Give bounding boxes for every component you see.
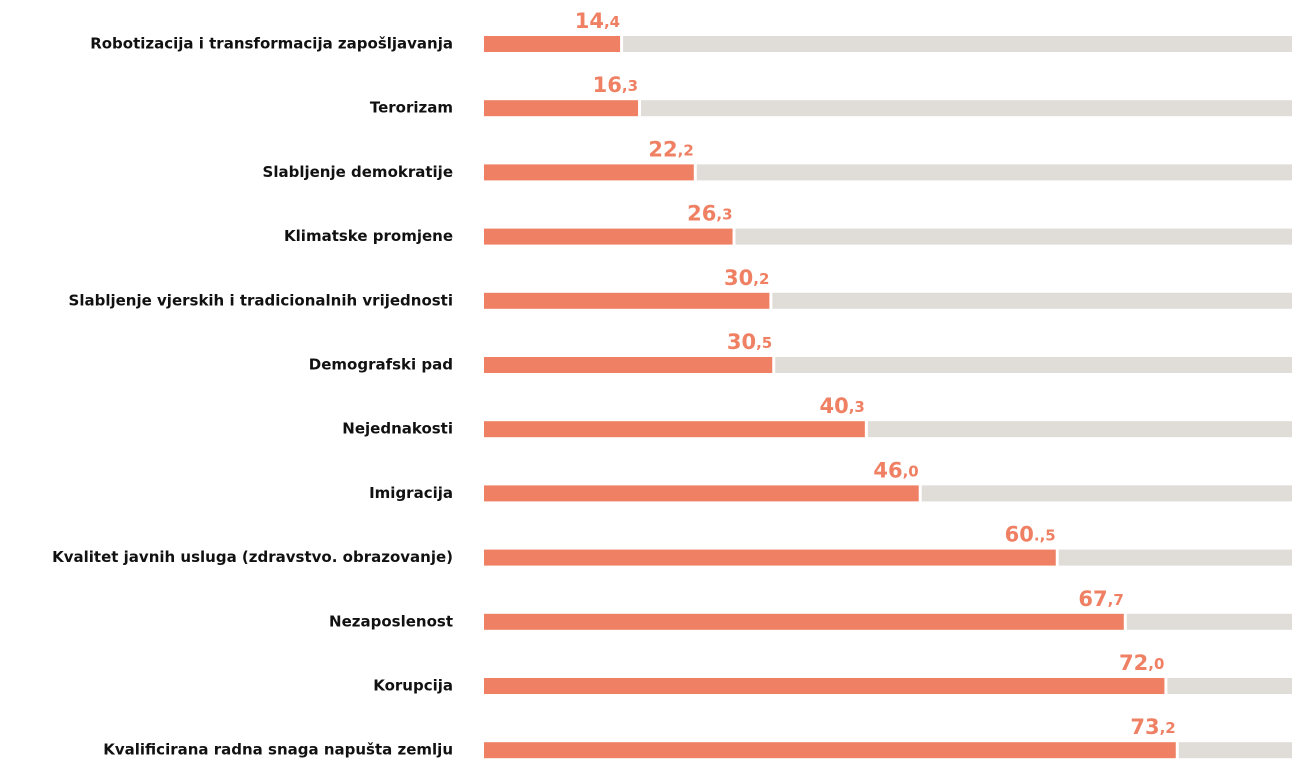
value-label: 26,3 [687,202,732,226]
value-label: 67,7 [1078,587,1123,611]
value-label: 16,3 [593,73,638,97]
bar [484,421,865,438]
bar [484,228,733,245]
bar [484,678,1165,694]
bar [484,164,694,181]
track [1126,613,1292,630]
value-label: 22,2 [648,137,693,161]
category-label: Imigracija [369,484,453,502]
category-label: Demografski pad [309,356,453,374]
value-label: 30,2 [724,266,769,290]
bar [484,292,770,309]
category-label: Nezaposlenost [329,612,453,630]
value-label: 40,3 [819,394,864,418]
bar [484,36,621,52]
category-label: Kvalificirana radna snaga napušta zemlju [103,741,453,759]
bar [484,613,1124,630]
category-label: Kvalitet javnih usluga (zdravstvo. obraz… [52,548,453,566]
value-label: 72,0 [1119,651,1164,675]
value-label: 46,0 [873,458,918,482]
track [775,357,1292,373]
value-label: 30,5 [727,330,772,354]
bar [484,485,919,502]
category-label: Terorizam [370,99,453,117]
value-label: 73,2 [1130,715,1175,739]
track [921,485,1292,502]
bar [484,100,639,117]
track [623,36,1292,52]
track [1058,549,1292,566]
category-label: Slabljenje demokratije [263,163,453,181]
bar [484,742,1176,759]
track [1167,678,1292,694]
track [641,100,1292,117]
track [772,292,1292,309]
category-label: Korupcija [373,677,453,695]
category-label: Robotizacija i transformacija zapošljava… [90,35,453,53]
value-label: 14,4 [575,9,620,33]
track [1178,742,1292,759]
bar [484,549,1056,566]
track [696,164,1292,181]
track [867,421,1292,438]
track [735,228,1292,245]
value-label: 60.,5 [1005,523,1056,547]
category-label: Klimatske promjene [284,227,453,245]
category-label: Slabljenje vjerskih i tradicionalnih vri… [69,291,453,309]
category-label: Nejednakosti [342,420,453,438]
bar [484,357,773,373]
